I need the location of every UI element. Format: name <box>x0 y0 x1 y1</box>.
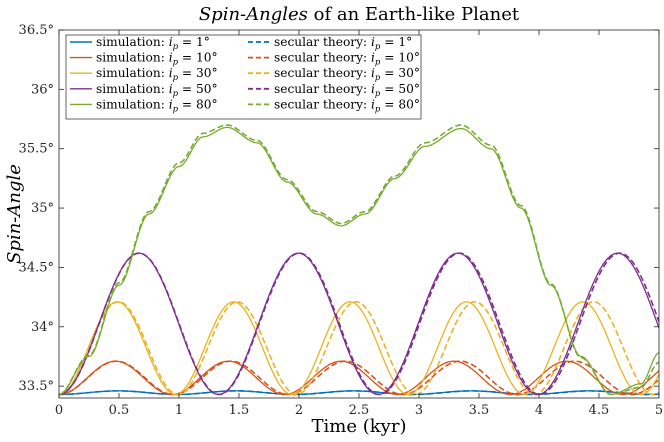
legend-entry-value: = 10° <box>178 51 218 65</box>
x-tick-label: 0.5 <box>109 403 130 418</box>
chart-title-part: Spin-Angles <box>199 4 308 25</box>
series-line-ip30-theory <box>59 301 659 396</box>
legend-entry-subscript: p <box>173 73 179 83</box>
legend-entry-subscript: p <box>375 73 381 83</box>
legend-entry-label: secular theory: <box>274 97 371 111</box>
series-line-ip50-theory <box>59 252 659 396</box>
legend-entry-value: = 30° <box>178 66 218 80</box>
legend-entry-label: simulation: <box>96 51 169 65</box>
series-line-ip80-theory <box>59 124 659 396</box>
y-tick-label: 35.5° <box>19 142 54 157</box>
legend-entry-subscript: p <box>375 58 381 68</box>
legend-entry-value: = 1° <box>178 35 210 49</box>
y-tick-label: 35° <box>31 201 54 216</box>
x-tick-label: 1 <box>175 403 183 418</box>
y-tick-label: 33.5° <box>19 379 54 394</box>
legend-entry-label: simulation: <box>96 97 169 111</box>
legend-entry-ip1-theory: secular theory: ip = 1° <box>274 35 412 52</box>
series-line-ip10-theory <box>59 360 659 396</box>
legend-entry-ip30-theory: secular theory: ip = 30° <box>274 66 420 83</box>
legend-entry-subscript: p <box>173 89 179 99</box>
y-tick-label: 34.5° <box>19 260 54 275</box>
legend-entry-symbol: i <box>169 66 173 80</box>
legend-entry-label: simulation: <box>96 35 169 49</box>
y-tick-label: 36.5° <box>19 23 54 38</box>
series-line-ip80-simulation <box>59 126 659 396</box>
x-tick-label: 4 <box>535 403 543 418</box>
chart-title-part: of an Earth-like Planet <box>308 4 520 25</box>
legend-box <box>65 34 422 120</box>
legend-entry-label: secular theory: <box>274 82 371 96</box>
legend-entry-label: secular theory: <box>274 35 371 49</box>
legend-entry-ip10-theory: secular theory: ip = 10° <box>274 51 420 68</box>
legend-entry-symbol: i <box>371 82 375 96</box>
series-line-ip30-simulation <box>59 301 659 396</box>
legend-entry-value: = 80° <box>380 97 420 111</box>
legend-entry-subscript: p <box>375 104 381 114</box>
legend-entry-value: = 50° <box>380 82 420 96</box>
legend-entry-symbol: i <box>371 51 375 65</box>
legend-entry-value: = 1° <box>380 35 412 49</box>
legend-entry-ip50-theory: secular theory: ip = 50° <box>274 82 420 99</box>
legend-entry-symbol: i <box>371 97 375 111</box>
legend-entry-value: = 10° <box>380 51 420 65</box>
legend-entry-subscript: p <box>173 58 179 68</box>
x-tick-label: 3 <box>415 403 423 418</box>
legend-entry-symbol: i <box>371 66 375 80</box>
legend-entry-symbol: i <box>169 51 173 65</box>
x-axis-label: Time (kyr) <box>312 416 407 437</box>
legend-entry-symbol: i <box>169 82 173 96</box>
y-axis-label: Spin-Angle <box>4 164 25 264</box>
legend-entry-subscript: p <box>375 42 381 52</box>
legend-entry-ip30-simulation: simulation: ip = 30° <box>96 66 218 83</box>
legend-entry-ip1-simulation: simulation: ip = 1° <box>96 35 210 52</box>
legend-entry-ip50-simulation: simulation: ip = 50° <box>96 82 218 99</box>
x-tick-label: 2.5 <box>349 403 370 418</box>
legend-entry-ip80-theory: secular theory: ip = 80° <box>274 97 420 114</box>
x-tick-label: 1.5 <box>229 403 250 418</box>
legend-entry-value: = 80° <box>178 97 218 111</box>
y-tick-label: 34° <box>31 320 54 335</box>
legend-entry-label: simulation: <box>96 82 169 96</box>
x-tick-label: 0 <box>55 403 63 418</box>
legend-entry-ip10-simulation: simulation: ip = 10° <box>96 51 218 68</box>
legend-entry-value: = 30° <box>380 66 420 80</box>
x-tick-label: 2 <box>295 403 303 418</box>
x-tick-label: 5 <box>655 403 663 418</box>
x-tick-label: 4.5 <box>589 403 610 418</box>
legend-entry-value: = 50° <box>178 82 218 96</box>
x-tick-label: 3.5 <box>469 403 490 418</box>
y-tick-label: 36° <box>31 82 54 97</box>
legend-entry-symbol: i <box>169 97 173 111</box>
legend-entry-label: simulation: <box>96 66 169 80</box>
legend-entry-label: secular theory: <box>274 66 371 80</box>
legend-entry-label: secular theory: <box>274 51 371 65</box>
legend-entry-subscript: p <box>173 42 179 52</box>
legend-entry-subscript: p <box>375 89 381 99</box>
chart-title: Spin-Angles of an Earth-like Planet <box>199 4 520 25</box>
legend-entry-symbol: i <box>371 35 375 49</box>
legend-entry-ip80-simulation: simulation: ip = 80° <box>96 97 218 114</box>
legend-entry-subscript: p <box>173 104 179 114</box>
legend-entry-symbol: i <box>169 35 173 49</box>
series-line-ip1-theory <box>59 390 659 396</box>
series-line-ip10-simulation <box>59 360 659 396</box>
